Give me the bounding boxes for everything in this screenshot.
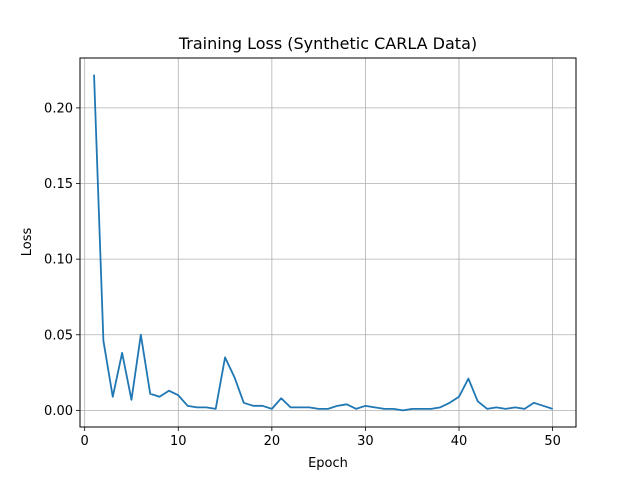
y-tick-label: 0.10 [44, 253, 73, 268]
y-tick-label: 0.15 [44, 177, 73, 192]
x-tick-label: 50 [544, 434, 561, 449]
x-tick-label: 20 [264, 434, 281, 449]
y-axis-label: Loss [20, 228, 35, 257]
x-tick-label: 10 [170, 434, 187, 449]
grid [80, 58, 576, 427]
x-axis-label: Epoch [308, 456, 348, 471]
x-tick-label: 30 [357, 434, 374, 449]
plot-frame [79, 57, 577, 428]
y-tick-label: 0.20 [44, 101, 73, 116]
x-tick-label: 40 [451, 434, 468, 449]
chart-title: Training Loss (Synthetic CARLA Data) [178, 34, 477, 53]
y-tick-label: 0.05 [44, 328, 73, 343]
series-layer [93, 74, 553, 412]
x-tick-label: 0 [81, 434, 89, 449]
y-tick-label: 0.00 [44, 404, 73, 419]
x-axis: 0 10 20 30 40 50 [81, 427, 561, 449]
loss-series-line [93, 74, 553, 412]
y-axis: 0.00 0.05 0.10 0.15 0.20 [44, 101, 80, 419]
